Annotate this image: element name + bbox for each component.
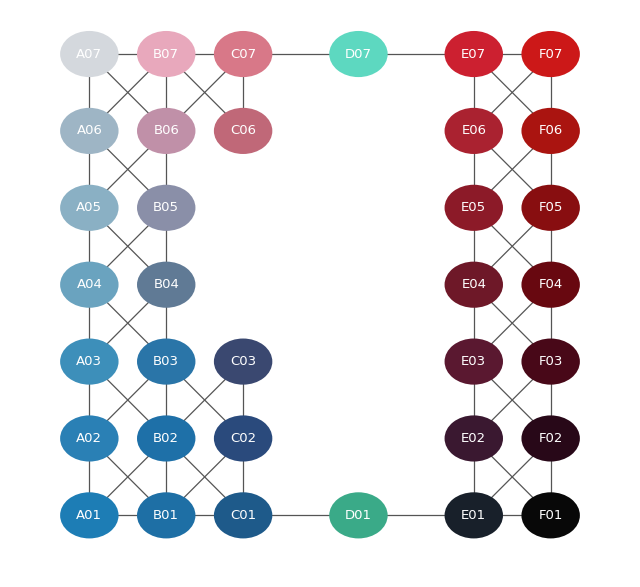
Ellipse shape xyxy=(522,185,580,231)
Ellipse shape xyxy=(522,339,580,384)
Text: F01: F01 xyxy=(538,509,563,522)
Ellipse shape xyxy=(137,185,195,231)
Ellipse shape xyxy=(214,416,273,461)
Ellipse shape xyxy=(137,339,195,384)
Text: B07: B07 xyxy=(153,48,179,60)
Ellipse shape xyxy=(60,339,118,384)
Text: E03: E03 xyxy=(461,355,486,368)
Ellipse shape xyxy=(214,108,273,154)
Text: F04: F04 xyxy=(538,278,563,291)
Ellipse shape xyxy=(445,339,503,384)
Ellipse shape xyxy=(445,262,503,308)
Text: A01: A01 xyxy=(76,509,102,522)
Text: A03: A03 xyxy=(76,355,102,368)
Text: A05: A05 xyxy=(76,201,102,214)
Text: C06: C06 xyxy=(230,124,256,137)
Ellipse shape xyxy=(214,31,273,77)
Text: A02: A02 xyxy=(76,432,102,445)
Ellipse shape xyxy=(137,492,195,538)
Text: E07: E07 xyxy=(461,48,486,60)
Ellipse shape xyxy=(329,31,388,77)
Text: E04: E04 xyxy=(461,278,486,291)
Ellipse shape xyxy=(60,492,118,538)
Text: A04: A04 xyxy=(76,278,102,291)
Ellipse shape xyxy=(445,492,503,538)
Text: B02: B02 xyxy=(153,432,179,445)
Text: C03: C03 xyxy=(230,355,256,368)
Ellipse shape xyxy=(522,108,580,154)
Ellipse shape xyxy=(329,492,388,538)
Ellipse shape xyxy=(445,31,503,77)
Text: F07: F07 xyxy=(538,48,563,60)
Text: B06: B06 xyxy=(154,124,179,137)
Ellipse shape xyxy=(60,185,118,231)
Text: F06: F06 xyxy=(538,124,563,137)
Ellipse shape xyxy=(522,31,580,77)
Text: A06: A06 xyxy=(76,124,102,137)
Ellipse shape xyxy=(60,262,118,308)
Ellipse shape xyxy=(445,416,503,461)
Text: D01: D01 xyxy=(345,509,372,522)
Ellipse shape xyxy=(445,108,503,154)
Ellipse shape xyxy=(522,262,580,308)
Ellipse shape xyxy=(445,185,503,231)
Ellipse shape xyxy=(137,31,195,77)
Text: E02: E02 xyxy=(461,432,486,445)
Ellipse shape xyxy=(214,492,273,538)
Text: C01: C01 xyxy=(230,509,256,522)
Text: C02: C02 xyxy=(230,432,256,445)
Text: A07: A07 xyxy=(76,48,102,60)
Ellipse shape xyxy=(60,31,118,77)
Ellipse shape xyxy=(137,108,195,154)
Ellipse shape xyxy=(60,416,118,461)
Ellipse shape xyxy=(214,339,273,384)
Text: E06: E06 xyxy=(461,124,486,137)
Text: B05: B05 xyxy=(153,201,179,214)
Text: F05: F05 xyxy=(538,201,563,214)
Text: E01: E01 xyxy=(461,509,486,522)
Ellipse shape xyxy=(137,262,195,308)
Text: B04: B04 xyxy=(154,278,179,291)
Text: F03: F03 xyxy=(538,355,563,368)
Ellipse shape xyxy=(137,416,195,461)
Ellipse shape xyxy=(60,108,118,154)
Text: C07: C07 xyxy=(230,48,256,60)
Text: B03: B03 xyxy=(153,355,179,368)
Ellipse shape xyxy=(522,492,580,538)
Text: B01: B01 xyxy=(153,509,179,522)
Ellipse shape xyxy=(522,416,580,461)
Text: D07: D07 xyxy=(345,48,372,60)
Text: E05: E05 xyxy=(461,201,486,214)
Text: F02: F02 xyxy=(538,432,563,445)
